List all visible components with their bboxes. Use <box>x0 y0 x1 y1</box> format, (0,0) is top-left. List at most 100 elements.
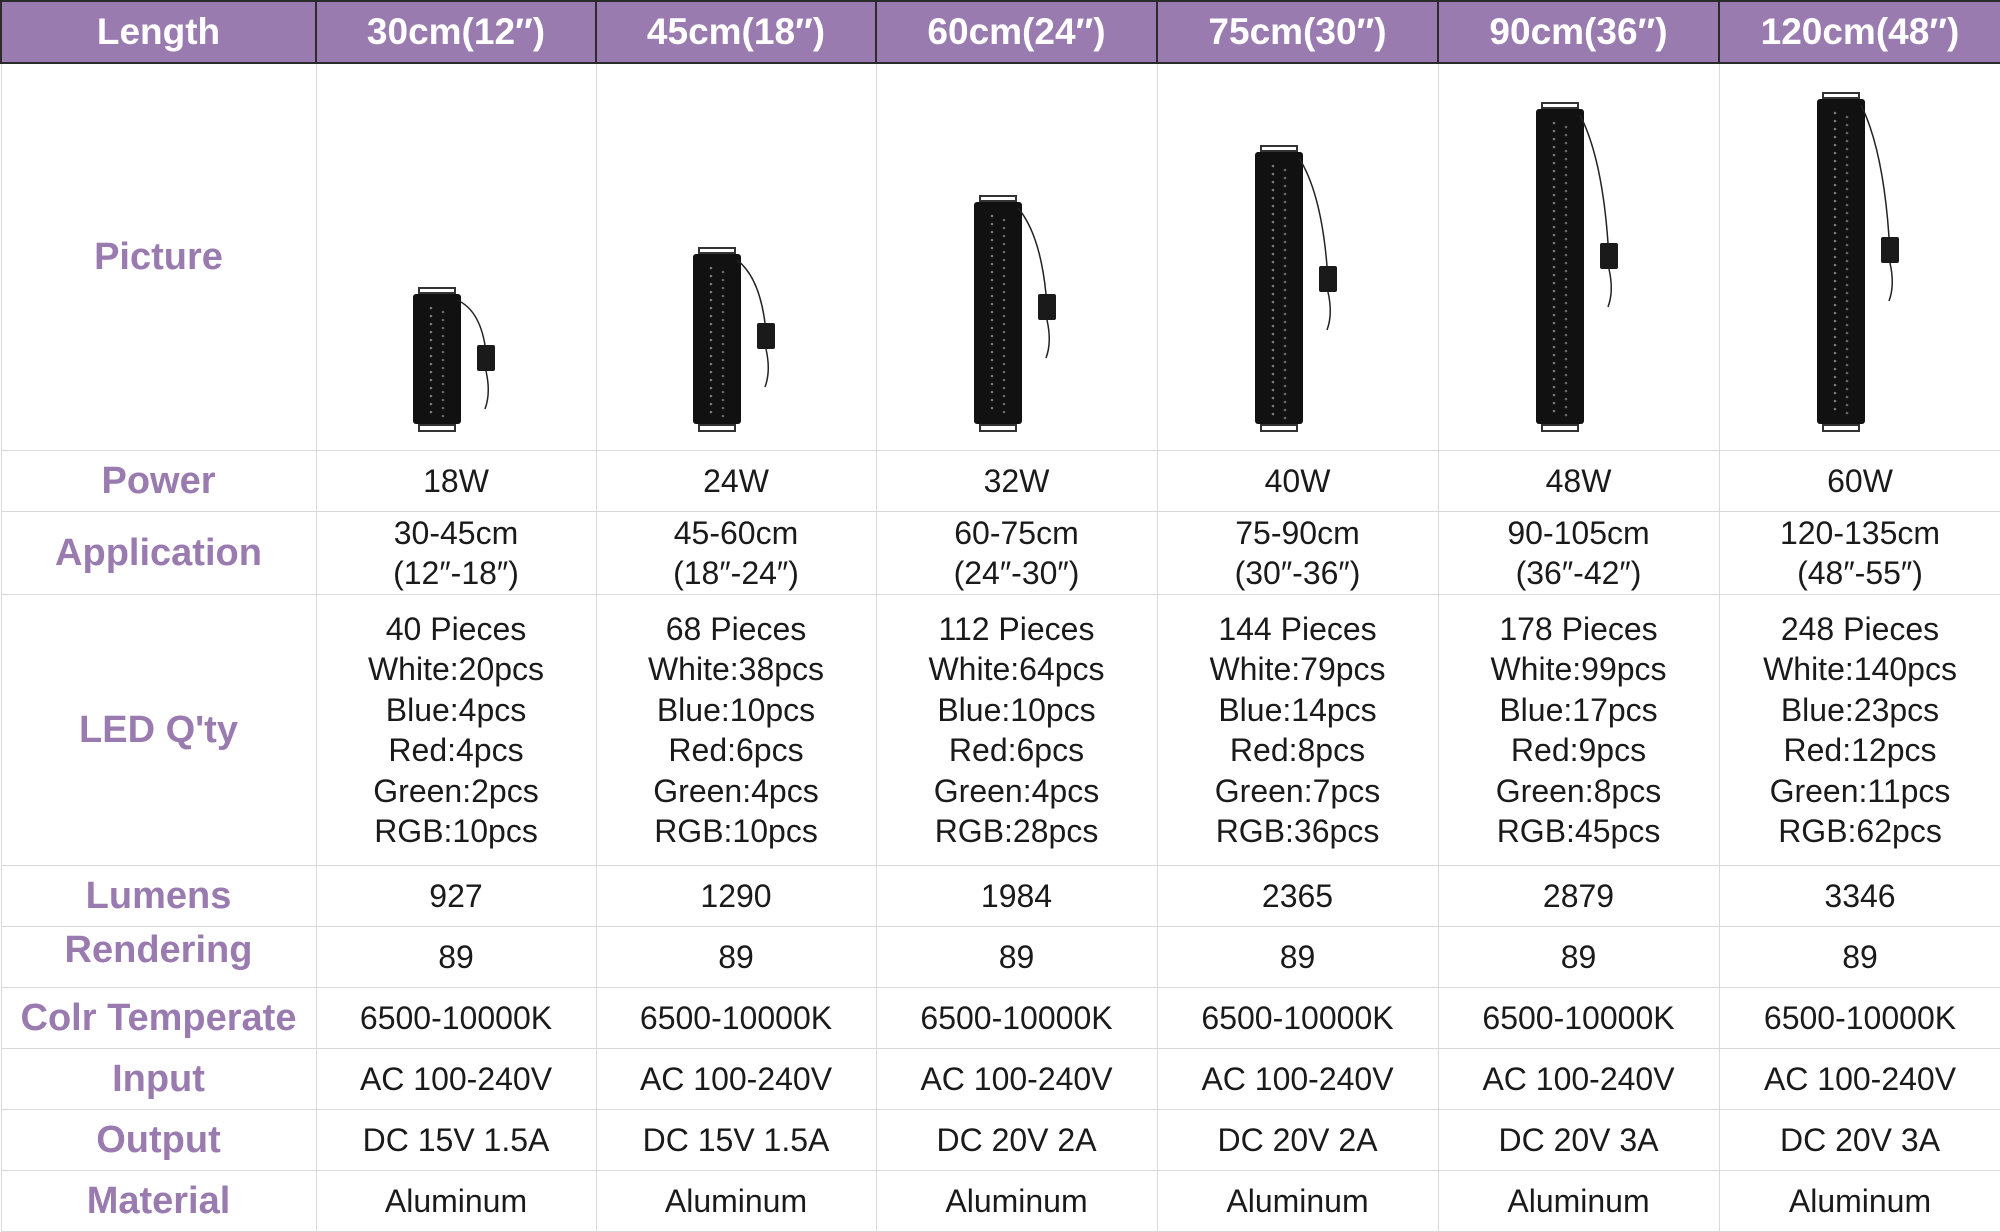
led-dot <box>1283 297 1286 300</box>
led-dot <box>1002 363 1005 366</box>
application-range-cm: 45-60cm <box>597 513 876 554</box>
led-dot <box>1552 346 1555 349</box>
led-dot <box>1283 401 1286 404</box>
led-qty-value: 144 Pieces White:79pcs Blue:14pcs Red:8p… <box>1157 595 1438 866</box>
led-dot <box>1283 233 1286 236</box>
led-dot <box>1834 208 1837 211</box>
led-dot <box>1283 177 1286 180</box>
led-dot <box>1283 329 1286 332</box>
application-label: Application <box>1 512 316 595</box>
color-temperature-label: Colr Temperate <box>1 988 316 1049</box>
lumens-value: 1984 <box>876 866 1157 927</box>
led-dot <box>1271 189 1274 192</box>
led-dot <box>1564 302 1567 305</box>
rendering-value: 89 <box>1719 927 2000 988</box>
rendering-label: Rendering <box>1 927 316 988</box>
led-dot <box>1271 165 1274 168</box>
led-dot <box>1271 341 1274 344</box>
input-value: AC 100-240V <box>596 1049 876 1110</box>
led-dot <box>1002 331 1005 334</box>
color-temperature-value: 6500-10000K <box>1438 988 1719 1049</box>
power-cable <box>1861 105 1889 237</box>
led-dot <box>710 339 713 342</box>
led-dot <box>1564 206 1567 209</box>
led-dot <box>1564 310 1567 313</box>
led-dot <box>1564 166 1567 169</box>
led-dot <box>1846 308 1849 311</box>
led-dot <box>1846 220 1849 223</box>
rendering-value: 89 <box>316 927 596 988</box>
led-dot <box>1834 392 1837 395</box>
led-dot <box>1283 313 1286 316</box>
led-dot <box>1846 324 1849 327</box>
led-dot <box>430 371 433 374</box>
led-dot <box>1552 378 1555 381</box>
led-dot <box>1846 316 1849 319</box>
material-value: Aluminum <box>1157 1171 1438 1232</box>
led-dot <box>1283 241 1286 244</box>
led-dot <box>1002 307 1005 310</box>
led-dot <box>1283 201 1286 204</box>
led-dot <box>1834 272 1837 275</box>
led-dot <box>1564 390 1567 393</box>
led-dot <box>1552 298 1555 301</box>
adapter-cable <box>1327 292 1330 330</box>
led-dot <box>1834 320 1837 323</box>
led-dot <box>1564 262 1567 265</box>
led-dot <box>442 375 445 378</box>
led-dot <box>1283 257 1286 260</box>
led-dot <box>1846 356 1849 359</box>
led-red: Red:8pcs <box>1158 730 1438 771</box>
led-bar <box>1536 109 1584 424</box>
led-dot <box>990 375 993 378</box>
led-dot <box>1564 134 1567 137</box>
led-dot <box>990 359 993 362</box>
led-dot <box>1552 282 1555 285</box>
led-dot <box>1271 357 1274 360</box>
length-col-90cm: 90cm(36″) <box>1438 1 1719 63</box>
led-dot <box>1552 210 1555 213</box>
power-value: 48W <box>1438 451 1719 512</box>
led-dot <box>1846 244 1849 247</box>
led-dot <box>990 319 993 322</box>
led-total: 40 Pieces <box>317 609 596 650</box>
power-cable <box>457 300 485 345</box>
led-red: Red:9pcs <box>1439 730 1719 771</box>
led-dot <box>1564 270 1567 273</box>
led-dot <box>1283 409 1286 412</box>
power-adapter <box>1319 266 1337 292</box>
led-dot <box>1834 312 1837 315</box>
led-dot <box>430 315 433 318</box>
picture-label: Picture <box>1 63 316 451</box>
led-dot <box>1564 294 1567 297</box>
led-total: 144 Pieces <box>1158 609 1438 650</box>
length-col-60cm: 60cm(24″) <box>876 1 1157 63</box>
led-dot <box>710 387 713 390</box>
led-dot <box>1834 144 1837 147</box>
output-value: DC 20V 2A <box>1157 1110 1438 1171</box>
rendering-value: 89 <box>1157 927 1438 988</box>
led-dot <box>1271 237 1274 240</box>
led-dot <box>710 371 713 374</box>
led-dot <box>1834 376 1837 379</box>
led-light-illustration <box>962 194 1072 436</box>
led-dot <box>722 279 725 282</box>
led-dot <box>1834 304 1837 307</box>
led-dot <box>1834 400 1837 403</box>
led-blue: Blue:23pcs <box>1720 690 2000 731</box>
led-dot <box>990 295 993 298</box>
led-dot <box>1552 290 1555 293</box>
led-dot <box>722 343 725 346</box>
led-dot <box>1564 374 1567 377</box>
material-label: Material <box>1 1171 316 1232</box>
led-dot <box>1002 323 1005 326</box>
led-dot <box>1834 152 1837 155</box>
led-dot <box>1552 274 1555 277</box>
rendering-value: 89 <box>596 927 876 988</box>
color-temperature-value: 6500-10000K <box>876 988 1157 1049</box>
power-adapter <box>1038 294 1056 320</box>
led-dot <box>430 363 433 366</box>
led-dot <box>990 223 993 226</box>
led-dot <box>1834 360 1837 363</box>
led-dot <box>1834 200 1837 203</box>
